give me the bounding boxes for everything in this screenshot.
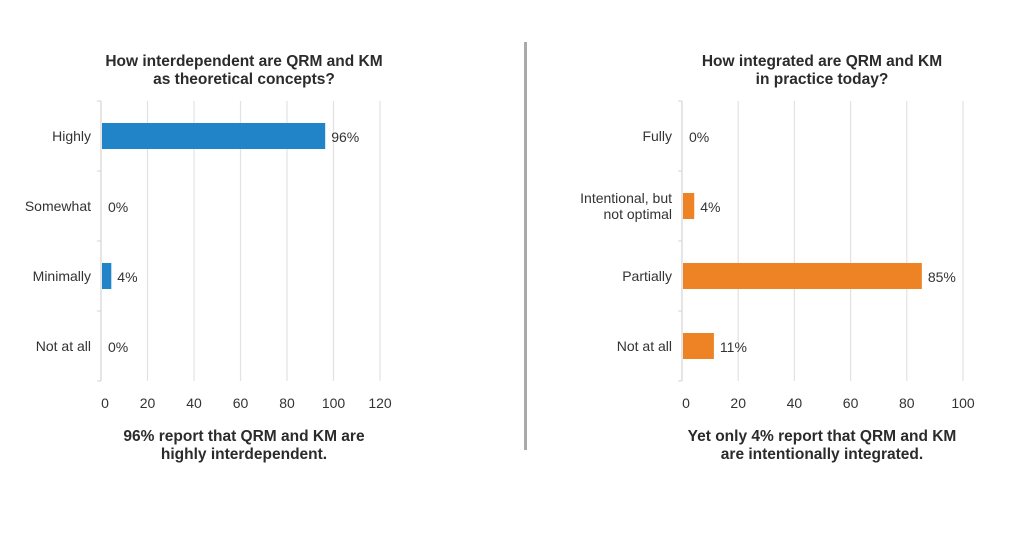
data-label: 11% bbox=[720, 339, 747, 355]
x-tick-label: 60 bbox=[233, 395, 249, 411]
category-label: Minimally bbox=[33, 268, 91, 284]
chart-title: as theoretical concepts? bbox=[153, 71, 335, 88]
chart-title: How integrated are QRM and KM bbox=[702, 53, 942, 70]
bar bbox=[102, 263, 112, 289]
data-label: 0% bbox=[108, 199, 128, 215]
category-label: Intentional, but bbox=[580, 190, 672, 206]
x-tick-label: 20 bbox=[730, 395, 746, 411]
bar bbox=[683, 263, 922, 289]
x-tick-label: 120 bbox=[368, 395, 392, 411]
category-label: Not at all bbox=[36, 338, 91, 354]
data-label: 4% bbox=[117, 269, 137, 285]
chart-footnote: 96% report that QRM and KM are bbox=[123, 428, 365, 445]
bar bbox=[683, 333, 714, 359]
category-label: Partially bbox=[622, 268, 672, 284]
chart-footnote: are intentionally integrated. bbox=[721, 446, 923, 463]
x-tick-label: 80 bbox=[279, 395, 295, 411]
x-tick-label: 100 bbox=[322, 395, 346, 411]
data-label: 0% bbox=[689, 129, 709, 145]
category-label: Somewhat bbox=[25, 198, 91, 214]
category-label: Fully bbox=[642, 128, 672, 144]
category-label: not optimal bbox=[604, 206, 672, 222]
data-label: 4% bbox=[700, 199, 720, 215]
data-label: 0% bbox=[108, 339, 128, 355]
chart-title: in practice today? bbox=[756, 71, 889, 88]
x-tick-label: 40 bbox=[186, 395, 202, 411]
chart-footnote: Yet only 4% report that QRM and KM bbox=[688, 428, 957, 445]
data-label: 85% bbox=[928, 269, 956, 285]
x-tick-label: 20 bbox=[140, 395, 156, 411]
panel-divider bbox=[524, 42, 527, 450]
x-tick-label: 60 bbox=[843, 395, 859, 411]
x-tick-label: 40 bbox=[787, 395, 803, 411]
data-label: 96% bbox=[331, 129, 359, 145]
category-label: Not at all bbox=[617, 338, 672, 354]
x-tick-label: 100 bbox=[951, 395, 975, 411]
x-tick-label: 0 bbox=[101, 395, 109, 411]
bar bbox=[683, 193, 695, 219]
bar bbox=[102, 123, 326, 149]
category-label: Highly bbox=[52, 128, 91, 144]
x-tick-label: 0 bbox=[682, 395, 690, 411]
x-tick-label: 80 bbox=[899, 395, 915, 411]
chart-title: How interdependent are QRM and KM bbox=[105, 53, 382, 70]
chart-footnote: highly interdependent. bbox=[161, 446, 327, 463]
